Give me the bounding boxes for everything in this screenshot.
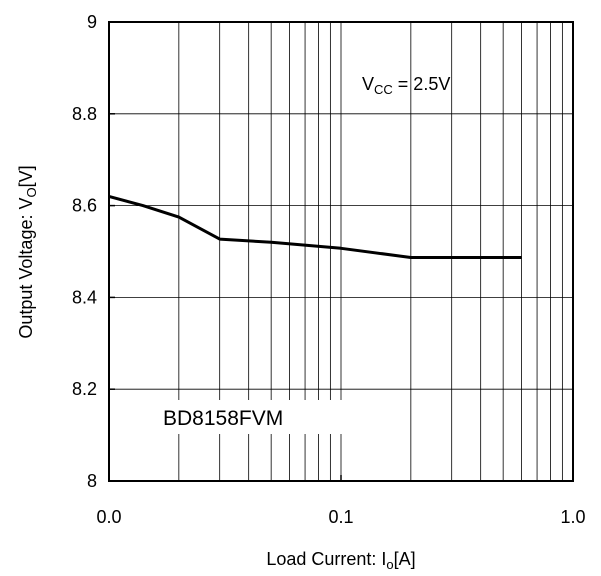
vcc-annotation-main: V [362, 74, 374, 94]
plot-area-border [108, 21, 574, 482]
vcc-annotation: VCC = 2.5V [362, 74, 450, 97]
x-axis-title-main: Load Current: I [266, 549, 386, 569]
y-tick-label: 8.6 [72, 196, 97, 216]
y-tick-labels: 8 8.2 8.4 8.6 8.8 9 [72, 12, 97, 491]
x-axis-title-tail: [A] [394, 549, 416, 569]
device-label: BD8158FVM [163, 407, 283, 430]
y-tick-label: 8.4 [72, 287, 97, 307]
x-tick-label: 1.0 [560, 507, 585, 527]
y-axis-title-sub: O [24, 187, 39, 197]
y-tick-label: 8.8 [72, 104, 97, 124]
series-line [108, 194, 522, 259]
x-tick-label: 0.1 [328, 507, 353, 527]
x-tick-label: 0.0 [96, 507, 121, 527]
vcc-annotation-tail: = 2.5V [393, 74, 451, 94]
x-axis-title-sub: o [386, 557, 393, 572]
device-label-bg [158, 400, 350, 434]
y-tick-label: 8.2 [72, 379, 97, 399]
y-axis-title-tail: [V] [16, 165, 36, 187]
series-group [108, 194, 522, 259]
y-axis-title: Output Voltage: VO[V] [16, 165, 39, 338]
x-axis-title: Load Current: Io[A] [266, 549, 415, 572]
y-tick-label: 9 [87, 12, 97, 32]
y-tick-label: 8 [87, 471, 97, 491]
vcc-annotation-sub: CC [374, 82, 393, 97]
y-axis-title-main: Output Voltage: V [16, 198, 36, 339]
x-tick-labels: 0.0 0.1 1.0 [96, 507, 585, 527]
